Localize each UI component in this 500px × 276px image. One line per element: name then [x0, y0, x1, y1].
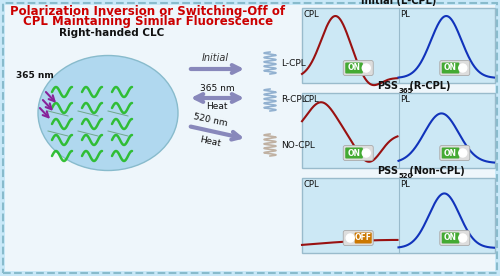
Circle shape: [346, 234, 354, 242]
Circle shape: [459, 64, 467, 72]
Text: ON: ON: [444, 63, 457, 73]
Text: Heat: Heat: [206, 102, 228, 111]
Text: PSS: PSS: [378, 166, 398, 176]
Text: PL: PL: [400, 10, 410, 19]
Text: Initial: Initial: [202, 53, 228, 63]
FancyBboxPatch shape: [345, 147, 363, 158]
FancyBboxPatch shape: [343, 145, 373, 161]
Text: 365 nm: 365 nm: [16, 71, 54, 81]
Text: 365 nm: 365 nm: [200, 84, 234, 93]
Text: ON: ON: [348, 148, 360, 158]
Text: 520 nm: 520 nm: [192, 112, 228, 128]
Text: (R-CPL): (R-CPL): [406, 81, 451, 91]
FancyBboxPatch shape: [442, 147, 460, 158]
Text: CPL: CPL: [304, 180, 320, 189]
Text: L-CPL: L-CPL: [281, 59, 306, 68]
Text: CPL Maintaining Similar Fluorescence: CPL Maintaining Similar Fluorescence: [23, 15, 273, 28]
Text: Heat: Heat: [198, 135, 222, 148]
Text: 520: 520: [399, 173, 413, 179]
Text: ON: ON: [444, 233, 457, 243]
FancyBboxPatch shape: [354, 232, 372, 243]
Bar: [302, 8, 495, 83]
Text: 365: 365: [399, 88, 413, 94]
Text: (Non-CPL): (Non-CPL): [406, 166, 465, 176]
Bar: [302, 178, 495, 253]
FancyBboxPatch shape: [440, 145, 470, 161]
Text: PL: PL: [400, 95, 410, 104]
FancyBboxPatch shape: [440, 230, 470, 245]
Text: Polarization Inversion or Switching-Off of: Polarization Inversion or Switching-Off …: [10, 5, 285, 18]
FancyBboxPatch shape: [343, 230, 373, 245]
Text: CPL: CPL: [304, 10, 320, 19]
Text: CPL: CPL: [304, 95, 320, 104]
Text: Right-handed CLC: Right-handed CLC: [60, 28, 164, 38]
FancyBboxPatch shape: [440, 60, 470, 76]
Circle shape: [362, 149, 370, 157]
Circle shape: [362, 64, 370, 72]
Circle shape: [459, 234, 467, 242]
Circle shape: [459, 149, 467, 157]
Ellipse shape: [38, 55, 178, 171]
FancyBboxPatch shape: [442, 232, 460, 243]
Text: NO-CPL: NO-CPL: [281, 140, 315, 150]
FancyBboxPatch shape: [343, 60, 373, 76]
Text: OFF: OFF: [354, 233, 372, 243]
FancyBboxPatch shape: [345, 62, 363, 73]
Text: PL: PL: [400, 180, 410, 189]
Text: ON: ON: [444, 148, 457, 158]
Text: R-CPL: R-CPL: [281, 95, 307, 105]
Text: ON: ON: [348, 63, 360, 73]
Text: Initial (L-CPL): Initial (L-CPL): [361, 0, 436, 6]
Bar: [302, 93, 495, 168]
FancyBboxPatch shape: [442, 62, 460, 73]
Text: PSS: PSS: [378, 81, 398, 91]
